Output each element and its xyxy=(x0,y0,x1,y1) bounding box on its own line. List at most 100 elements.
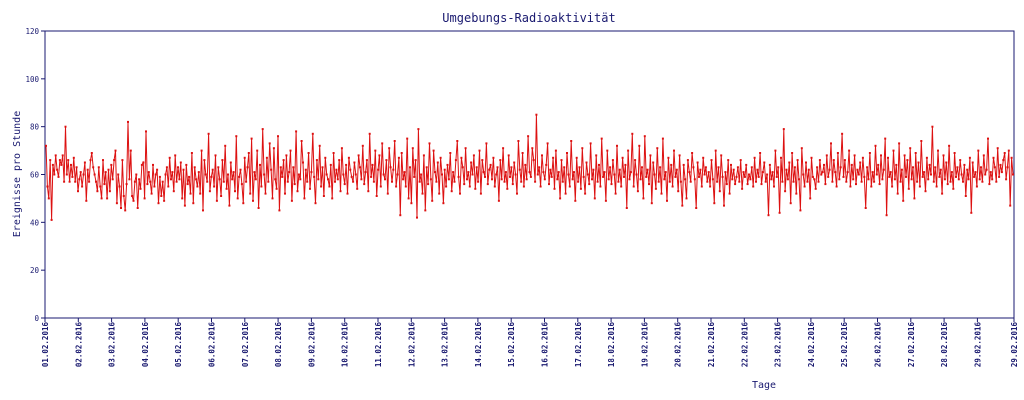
data-point xyxy=(86,168,89,171)
data-point xyxy=(863,175,866,178)
data-point xyxy=(867,178,870,181)
data-point xyxy=(627,149,630,152)
data-point xyxy=(856,168,859,171)
data-point xyxy=(984,173,987,176)
data-point xyxy=(905,175,907,178)
data-point xyxy=(492,156,495,159)
data-point xyxy=(937,149,939,152)
data-point xyxy=(568,185,571,188)
data-point xyxy=(54,154,57,157)
data-point xyxy=(887,156,889,159)
data-point xyxy=(385,159,388,162)
data-point xyxy=(745,163,748,166)
data-point xyxy=(624,163,627,166)
data-point xyxy=(660,192,663,195)
data-point xyxy=(975,185,978,188)
data-point xyxy=(924,190,927,193)
data-point xyxy=(671,185,674,188)
data-point xyxy=(45,144,47,147)
data-point xyxy=(203,159,206,162)
data-point xyxy=(467,171,470,174)
data-point xyxy=(646,168,649,171)
data-point xyxy=(313,175,316,178)
x-tick-label: 27.02.2016 xyxy=(907,322,916,368)
data-point xyxy=(279,166,282,169)
data-point xyxy=(240,183,243,186)
data-point xyxy=(893,178,896,181)
data-point xyxy=(403,171,406,174)
data-point xyxy=(752,185,755,188)
data-point xyxy=(78,178,81,181)
data-point xyxy=(982,154,985,157)
x-tick-label: 16.02.2016 xyxy=(541,322,550,368)
data-point xyxy=(691,152,694,154)
data-point xyxy=(803,185,806,188)
x-axis-label: Tage xyxy=(752,380,776,391)
data-point xyxy=(364,171,367,174)
data-point xyxy=(491,178,493,181)
data-point xyxy=(503,180,506,183)
data-point xyxy=(859,161,862,164)
data-point xyxy=(485,142,488,145)
y-tick-label: 80 xyxy=(30,123,40,132)
data-point xyxy=(247,152,250,154)
data-point xyxy=(885,214,888,217)
data-point xyxy=(122,195,125,197)
data-point xyxy=(1003,152,1006,154)
data-point xyxy=(725,183,728,186)
data-point xyxy=(631,132,634,135)
data-point xyxy=(556,178,559,181)
data-point xyxy=(331,197,334,200)
data-point xyxy=(136,207,139,209)
data-point xyxy=(1006,166,1009,169)
data-point xyxy=(816,166,819,169)
data-point xyxy=(407,197,410,200)
x-tick-label: 06.02.2016 xyxy=(208,322,217,368)
data-point xyxy=(755,180,757,183)
data-point xyxy=(914,152,917,154)
data-point xyxy=(281,175,284,178)
data-point xyxy=(82,173,85,176)
data-point xyxy=(502,147,505,150)
data-point xyxy=(290,199,293,202)
data-point xyxy=(871,171,874,174)
data-point xyxy=(175,180,178,183)
data-point xyxy=(912,166,914,169)
data-point xyxy=(913,197,916,200)
y-tick-label: 40 xyxy=(30,218,40,227)
data-point xyxy=(477,180,480,183)
data-point xyxy=(139,187,142,190)
data-point xyxy=(830,142,832,145)
data-point xyxy=(118,185,121,188)
data-point xyxy=(466,178,468,181)
data-point xyxy=(950,171,953,174)
data-point xyxy=(236,197,239,200)
data-point xyxy=(449,152,452,154)
data-point xyxy=(156,168,159,171)
data-point xyxy=(189,192,192,195)
data-point xyxy=(516,192,518,195)
x-tick-label: 14.02.2016 xyxy=(474,322,483,368)
data-point xyxy=(396,173,399,176)
data-point xyxy=(956,166,959,169)
data-point xyxy=(673,149,675,152)
data-point xyxy=(356,187,359,190)
data-point xyxy=(825,154,828,157)
data-point xyxy=(499,159,502,162)
data-point xyxy=(350,175,353,178)
x-tick-label: 09.02.2016 xyxy=(307,322,316,368)
data-point xyxy=(796,159,799,162)
data-point xyxy=(392,168,395,171)
data-point xyxy=(846,171,849,174)
data-point xyxy=(231,178,234,181)
data-point xyxy=(739,159,742,162)
data-point xyxy=(463,183,466,186)
data-point xyxy=(452,171,455,174)
data-point xyxy=(70,163,72,166)
data-point xyxy=(370,175,373,178)
data-point xyxy=(147,171,150,174)
data-point xyxy=(895,163,898,166)
data-point xyxy=(414,159,417,162)
data-point xyxy=(928,163,931,166)
data-point xyxy=(623,175,625,178)
